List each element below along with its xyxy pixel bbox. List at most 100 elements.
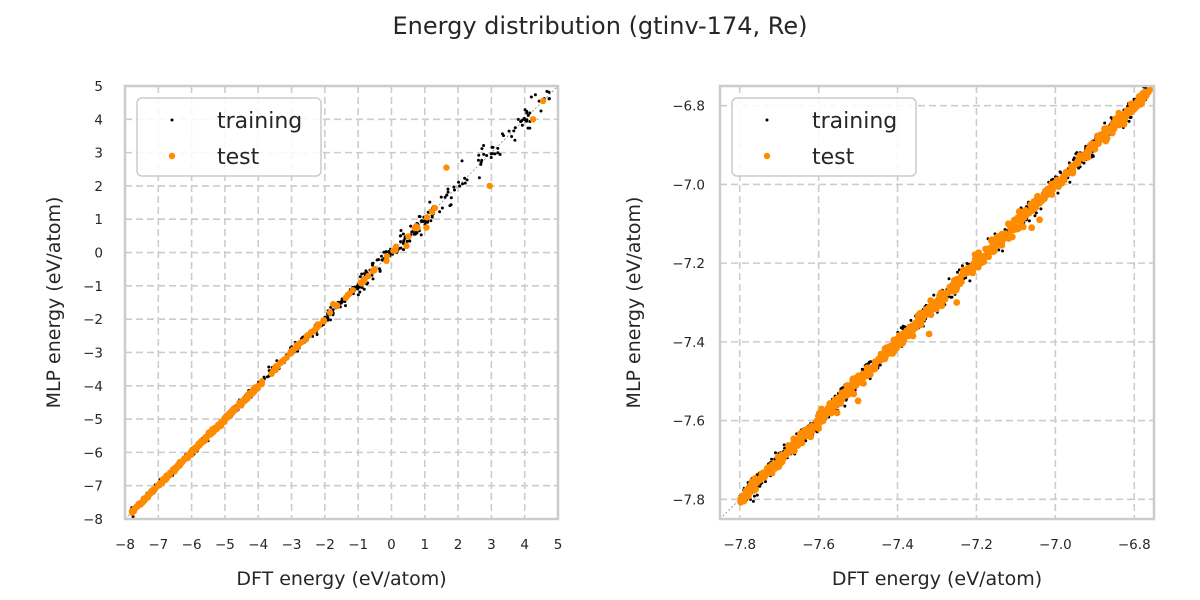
y-tick-label: 2 bbox=[94, 179, 103, 195]
points bbox=[737, 86, 1154, 506]
training-point bbox=[1127, 119, 1131, 123]
training-point bbox=[267, 365, 271, 369]
test-point bbox=[1119, 112, 1127, 120]
x-axis-label: DFT energy (eV/atom) bbox=[832, 568, 1042, 590]
test-point bbox=[850, 390, 858, 398]
training-point bbox=[399, 234, 403, 238]
test-point bbox=[141, 495, 148, 502]
test-point bbox=[196, 439, 203, 447]
training-point bbox=[1129, 115, 1133, 119]
y-tick-label: −2 bbox=[83, 312, 103, 328]
test-point bbox=[969, 266, 977, 274]
test-point bbox=[931, 302, 939, 310]
test-point bbox=[918, 315, 926, 323]
training-point bbox=[329, 318, 333, 322]
training-point bbox=[460, 159, 464, 163]
training-point bbox=[358, 290, 362, 294]
test-point bbox=[160, 475, 168, 483]
training-point bbox=[482, 143, 486, 147]
test-point bbox=[818, 416, 826, 424]
x-tick-label: 1 bbox=[420, 537, 429, 553]
training-point bbox=[360, 285, 364, 289]
training-point bbox=[955, 270, 959, 274]
training-point bbox=[516, 117, 520, 121]
test-point bbox=[1127, 100, 1135, 108]
training-point bbox=[493, 152, 497, 156]
training-point bbox=[1033, 214, 1037, 218]
training-point bbox=[405, 239, 409, 243]
training-point bbox=[453, 188, 457, 192]
training-point bbox=[339, 300, 343, 304]
training-point bbox=[438, 210, 442, 214]
training-point bbox=[399, 240, 403, 244]
training-point bbox=[410, 230, 414, 234]
test-point bbox=[212, 424, 219, 431]
training-point bbox=[869, 360, 873, 364]
y-tick-label: −7.4 bbox=[672, 335, 705, 351]
test-point bbox=[758, 470, 766, 477]
x-tick-label: 0 bbox=[387, 537, 396, 553]
test-point bbox=[443, 164, 450, 171]
axes-frame bbox=[123, 84, 560, 521]
test-point bbox=[303, 332, 310, 340]
test-point bbox=[1139, 96, 1147, 104]
training-point bbox=[446, 190, 450, 194]
right-axes: −7.8 −7.6 −7.4 −7.2 −7.0 −6.8 −7.8 −7.6 −7.4 −7.2… bbox=[623, 84, 1156, 590]
test-point bbox=[171, 466, 179, 473]
y-tick-label: −6 bbox=[83, 445, 103, 461]
training-point bbox=[415, 231, 419, 235]
training-point bbox=[752, 494, 756, 498]
test-point bbox=[383, 253, 391, 260]
y-tick-label: −7.2 bbox=[672, 256, 705, 272]
test-point bbox=[230, 406, 237, 414]
test-point bbox=[202, 433, 209, 441]
test-point bbox=[1034, 200, 1042, 207]
legend-box bbox=[731, 97, 917, 177]
test-point bbox=[907, 323, 915, 331]
test-point bbox=[258, 379, 265, 386]
test-point bbox=[855, 372, 862, 380]
test-point bbox=[1036, 216, 1043, 224]
training-point bbox=[477, 153, 481, 157]
test-point bbox=[371, 267, 378, 274]
training-point bbox=[428, 200, 432, 204]
y-tick-label: 3 bbox=[94, 146, 103, 162]
test-point bbox=[782, 451, 790, 459]
test-point bbox=[925, 330, 933, 338]
legend-label-training: training bbox=[812, 109, 897, 134]
training-point bbox=[358, 275, 362, 279]
y-tick-label: −3 bbox=[83, 345, 103, 361]
training-point bbox=[465, 178, 469, 182]
x-tick-label: 4 bbox=[520, 537, 529, 553]
x-tick-label: 2 bbox=[454, 537, 463, 553]
test-point bbox=[274, 363, 281, 370]
training-point bbox=[371, 261, 375, 265]
test-point bbox=[405, 233, 412, 240]
test-point bbox=[237, 398, 244, 406]
test-point bbox=[221, 417, 228, 425]
training-point bbox=[496, 151, 500, 155]
training-point bbox=[758, 484, 762, 488]
legend-label-test: test bbox=[217, 145, 260, 170]
training-point bbox=[401, 232, 405, 236]
test-point bbox=[808, 424, 816, 431]
test-point bbox=[1015, 208, 1023, 215]
test-point bbox=[993, 239, 1001, 247]
test-point bbox=[900, 336, 908, 344]
training-point bbox=[479, 162, 483, 166]
test-point bbox=[136, 500, 143, 508]
training-point bbox=[423, 219, 427, 223]
test-point bbox=[1033, 193, 1041, 201]
training-point bbox=[1001, 249, 1005, 253]
training-point bbox=[480, 147, 484, 151]
legend-marker-training bbox=[170, 118, 174, 122]
legend-marker-test bbox=[168, 152, 176, 160]
test-point bbox=[207, 431, 214, 438]
x-tick-label: −7.6 bbox=[802, 537, 835, 553]
test-point bbox=[756, 476, 764, 484]
training-point bbox=[533, 93, 537, 97]
test-point bbox=[423, 224, 430, 231]
legend-marker-training bbox=[765, 118, 769, 122]
training-point bbox=[265, 375, 269, 379]
